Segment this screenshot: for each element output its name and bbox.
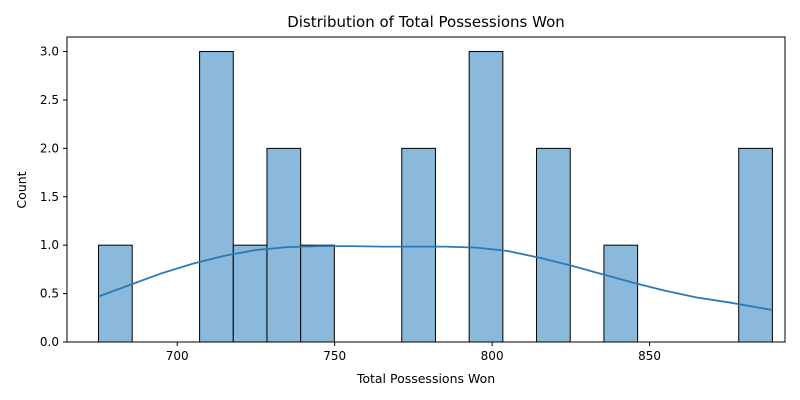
y-axis: 0.0 0.5 1.0 1.5 2.0 2.5 3.0 [40,45,67,349]
histogram-bar [603,244,639,343]
histogram-bar [266,147,302,343]
y-tick-label: 2.0 [40,141,59,155]
histogram-bar [536,147,571,343]
x-axis: 700 750 800 850 [166,342,661,363]
y-tick-label: 2.5 [40,93,59,107]
histogram-bar [199,51,234,343]
kde-layer [98,245,773,311]
histogram-bars [97,51,773,343]
x-tick-label: 750 [323,349,346,363]
histogram-bar [232,244,268,343]
y-tick-label: 1.5 [40,190,59,204]
x-tick-label: 700 [166,349,189,363]
histogram-bar [300,244,335,343]
x-tick-label: 850 [638,349,661,363]
histogram-bar [738,147,773,343]
chart-title: Distribution of Total Possessions Won [287,13,565,31]
y-tick-label: 0.5 [40,287,59,301]
x-tick-label: 800 [481,349,504,363]
y-tick-label: 0.0 [40,335,59,349]
y-axis-title: Count [14,171,29,208]
histogram-bar [468,51,504,343]
kde-line [98,245,773,311]
y-tick-label: 1.0 [40,238,59,252]
histogram-bar [97,244,133,343]
y-tick-label: 3.0 [40,45,59,59]
histogram-bar [401,147,436,343]
x-axis-title: Total Possessions Won [356,371,495,386]
plot-frame [66,36,786,343]
